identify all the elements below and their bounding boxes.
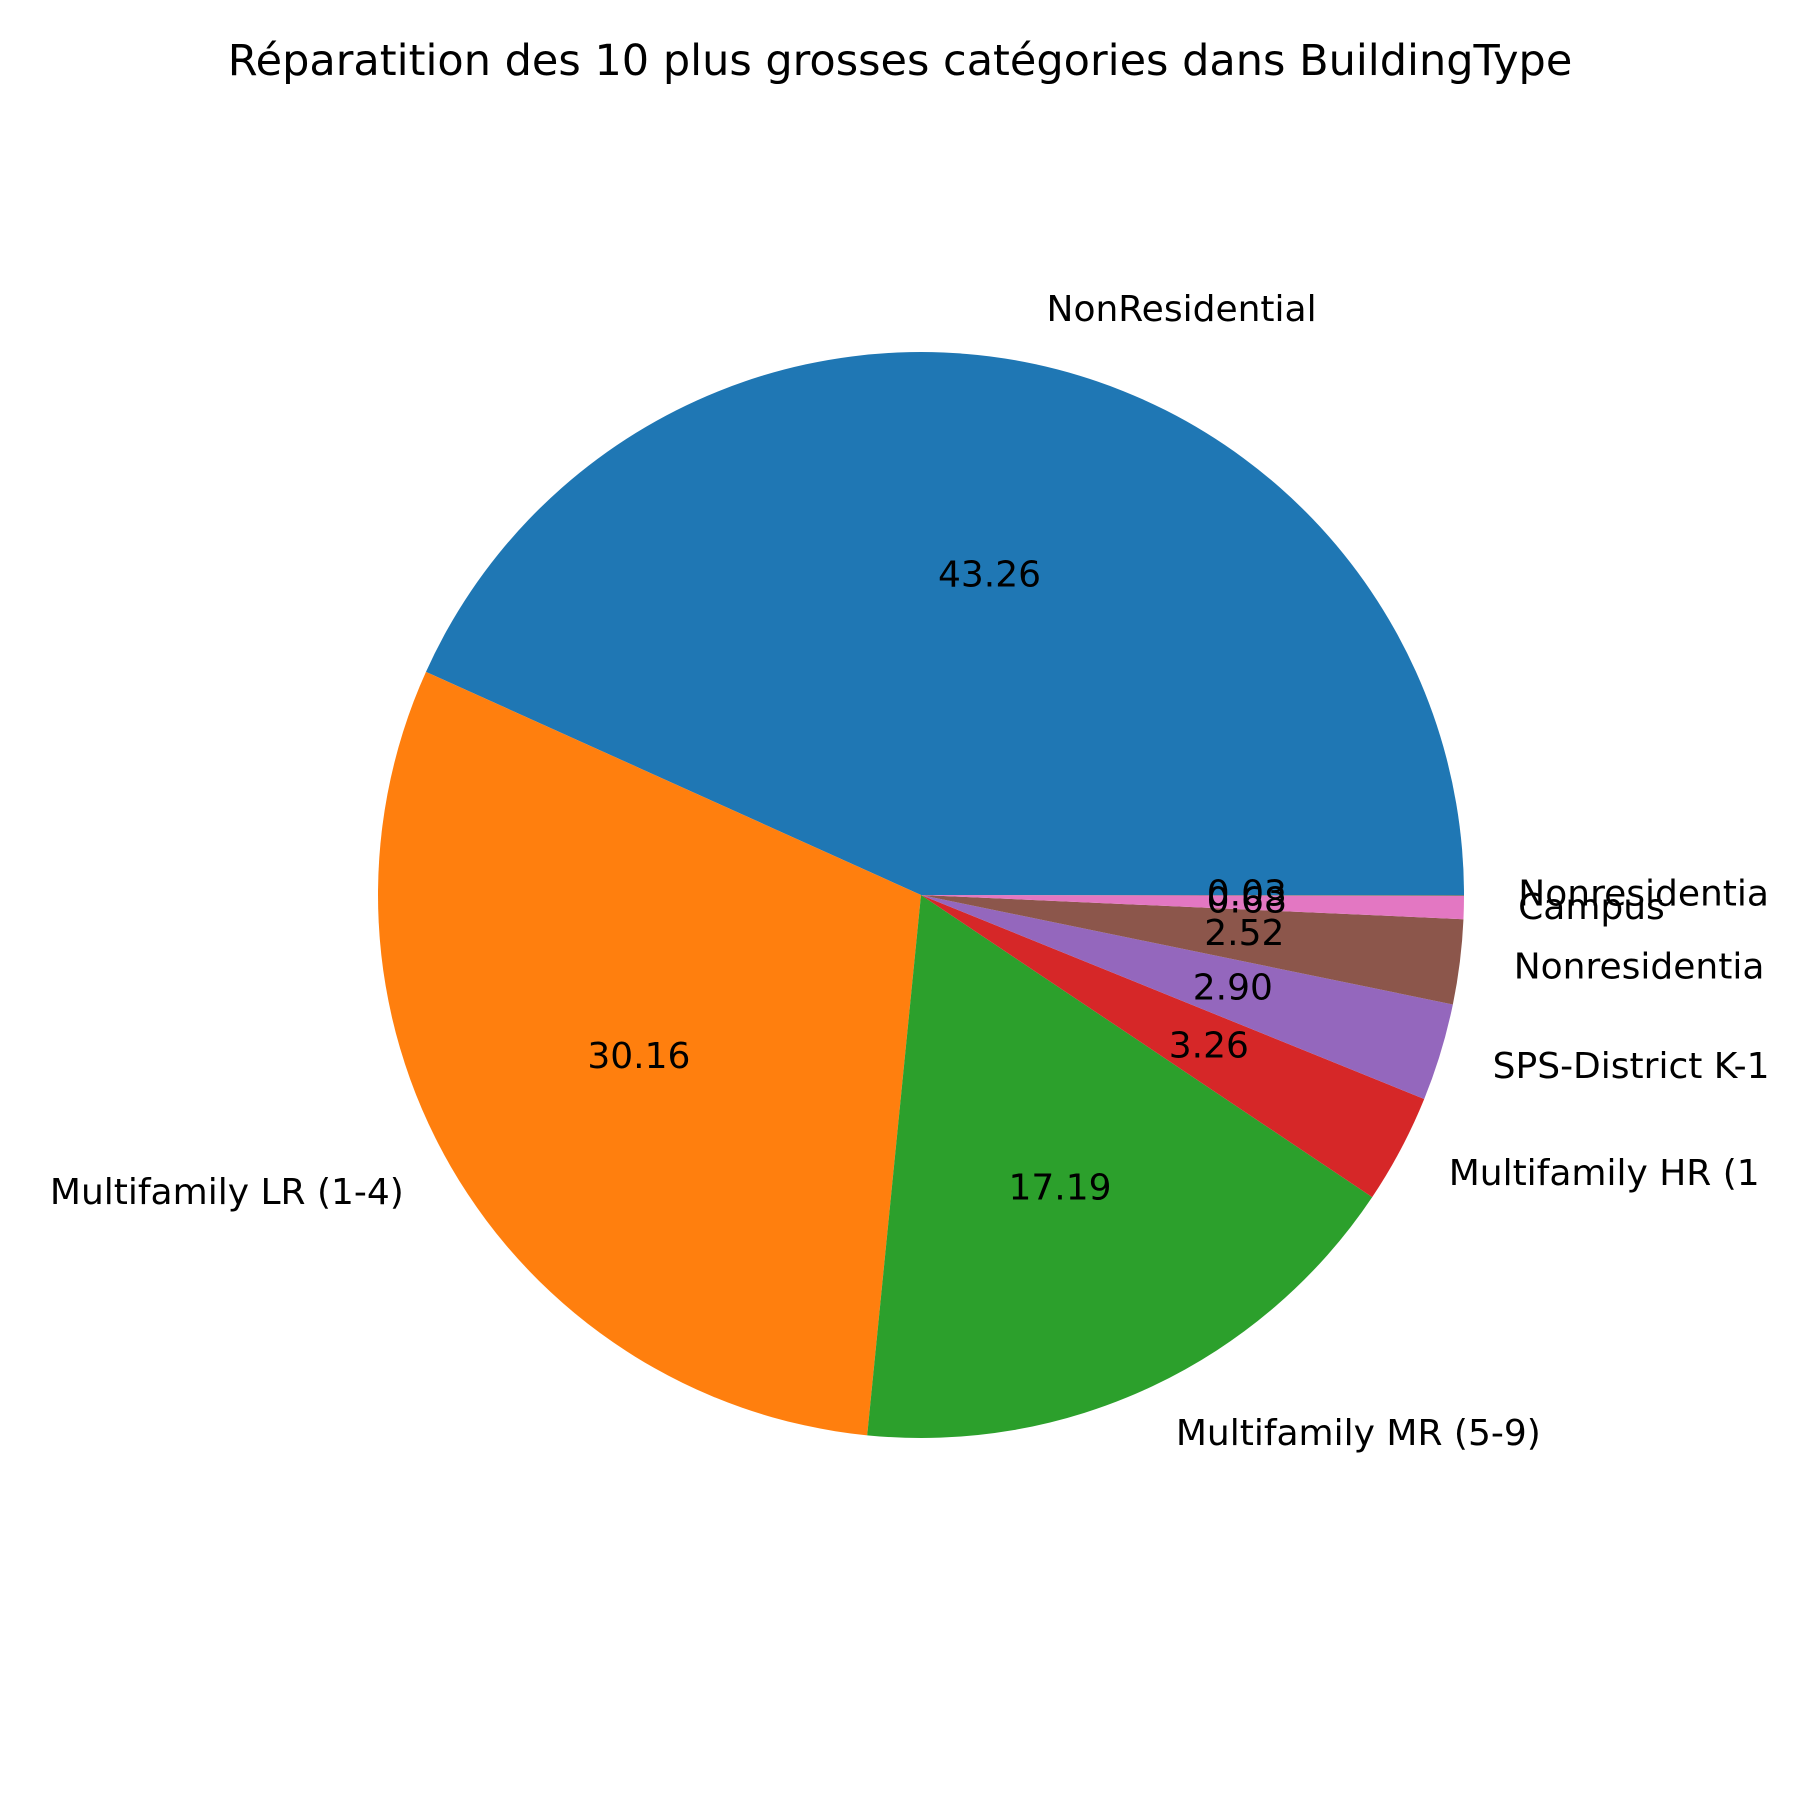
- slice-label-multifamily-lr-1-4-1: Multifamily LR (1-4): [50, 1172, 404, 1213]
- slice-label-nonresidential-0: NonResidential: [1047, 289, 1317, 330]
- pie-slice-nonresidentia-5: [921, 895, 1464, 1005]
- value-label-multifamily-mr-5-9-2: 17.19: [1008, 1168, 1111, 1209]
- chart-title: Réparatition des 10 plus grosses catégor…: [228, 36, 1573, 86]
- value-label-nonresidential-0: 43.26: [938, 554, 1041, 595]
- value-label-sps-district-k-1-4: 2.90: [1193, 967, 1273, 1008]
- pie-slice-nonresidential-0: [425, 352, 1465, 895]
- value-label-campus-6: 0.68: [1207, 881, 1287, 922]
- pie-slices: [378, 352, 1465, 1439]
- slice-label-multifamily-mr-5-9-2: Multifamily MR (5-9): [1176, 1413, 1541, 1454]
- slice-label-nonresidentia-7: Nonresidentia: [1518, 874, 1769, 915]
- value-labels: 43.26 30.16 17.19 3.26 2.90 2.520.680.03: [587, 554, 1286, 1208]
- pie-slice-multifamily-hr-1-3: [921, 895, 1425, 1198]
- value-label-nonresidentia-5: 2.52: [1204, 913, 1284, 954]
- value-label-nonresidentia-7: 0.03: [1207, 873, 1287, 914]
- pie-slice-multifamily-mr-5-9-2: [867, 895, 1373, 1439]
- slice-labels: NonResidential Multifamily LR (1-4) Multif…: [50, 289, 1770, 1454]
- value-label-multifamily-hr-1-3: 3.26: [1169, 1026, 1249, 1067]
- pie-slice-sps-district-k-1-4: [921, 895, 1453, 1100]
- slice-label-campus-6: Campus: [1518, 887, 1665, 928]
- slice-label-nonresidentia-5: Nonresidentia: [1514, 947, 1765, 988]
- pie-slice-campus-6: [921, 895, 1464, 920]
- pie-slice-multifamily-lr-1-4-1: [378, 671, 921, 1436]
- slice-label-sps-district-k-1-4: SPS-District K-1: [1493, 1046, 1770, 1087]
- value-label-multifamily-lr-1-4-1: 30.16: [587, 1036, 690, 1077]
- pie-slice-nonresidentia-7: [921, 895, 1465, 897]
- slice-label-multifamily-hr-1-3: Multifamily HR (1: [1449, 1153, 1760, 1194]
